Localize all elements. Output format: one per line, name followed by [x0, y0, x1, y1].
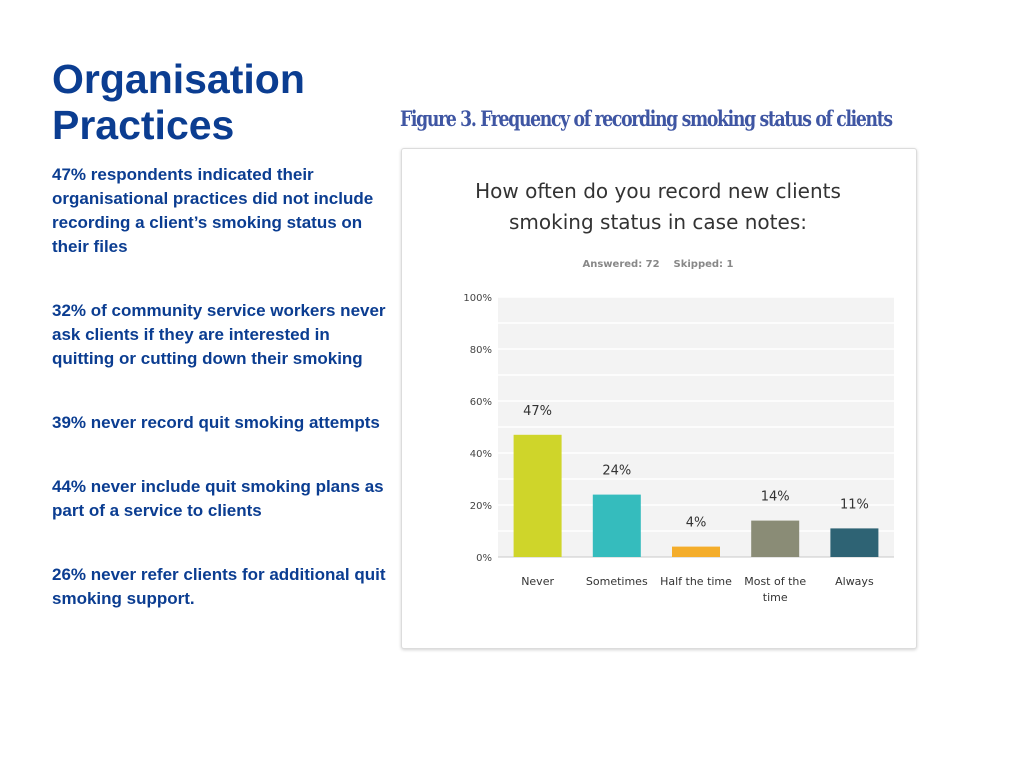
- bar-half-the-time: [672, 546, 720, 557]
- figure-caption: Figure 3. Frequency of recording smoking…: [400, 106, 893, 131]
- x-axis: Never Sometimes Half the time Most of the ti…: [521, 575, 874, 604]
- bar-always: [830, 528, 879, 557]
- y-tick-label: 60%: [470, 397, 492, 408]
- slide-title-line-2: Practices: [52, 102, 235, 148]
- bar-never: [513, 434, 562, 557]
- chart-panel: How often do you record new clients smok…: [401, 148, 917, 649]
- category-label: Never: [521, 575, 554, 588]
- finding-item: 44% never include quit smoking plans as …: [52, 477, 384, 520]
- findings-list: 47% respondents indicated their organisa…: [52, 163, 392, 651]
- bar-sometimes: [592, 494, 641, 557]
- y-tick-label: 100%: [463, 293, 492, 304]
- data-label: 24%: [602, 464, 631, 479]
- finding-item: 26% never refer clients for additional q…: [52, 565, 386, 608]
- chart-grid: [498, 296, 894, 558]
- chart-subtitle: Answered: 72 Skipped: 1: [582, 259, 733, 270]
- data-label: 11%: [840, 497, 869, 512]
- data-label: 4%: [686, 516, 707, 531]
- y-axis: 0% 20% 40% 60% 80% 100%: [463, 293, 492, 564]
- category-label: Sometimes: [586, 575, 648, 588]
- finding-item: 47% respondents indicated their organisa…: [52, 165, 374, 256]
- bar-chart: How often do you record new clients smok…: [463, 179, 894, 604]
- slide-title-line-1: Organisation: [52, 56, 305, 102]
- finding-item: 39% never record quit smoking attempts: [52, 413, 380, 432]
- data-label: 14%: [761, 490, 790, 505]
- y-tick-label: 40%: [470, 449, 492, 460]
- y-tick-label: 80%: [470, 345, 492, 356]
- category-label: Always: [835, 575, 874, 588]
- y-tick-label: 20%: [470, 501, 492, 512]
- category-label: time: [763, 591, 788, 604]
- category-label: Half the time: [660, 575, 732, 588]
- bars: [513, 434, 879, 557]
- data-labels: 47% 24% 4% 14% 11%: [523, 404, 869, 531]
- bar-most-of-the-time: [751, 520, 800, 557]
- slide-title: Organisation Practices: [52, 56, 392, 148]
- chart-title-line-1: How often do you record new clients: [475, 179, 841, 203]
- y-tick-label: 0%: [476, 553, 492, 564]
- data-label: 47%: [523, 404, 552, 419]
- category-label: Most of the: [744, 575, 806, 588]
- finding-item: 32% of community service workers never a…: [52, 301, 386, 368]
- chart-title-line-2: smoking status in case notes:: [509, 210, 807, 234]
